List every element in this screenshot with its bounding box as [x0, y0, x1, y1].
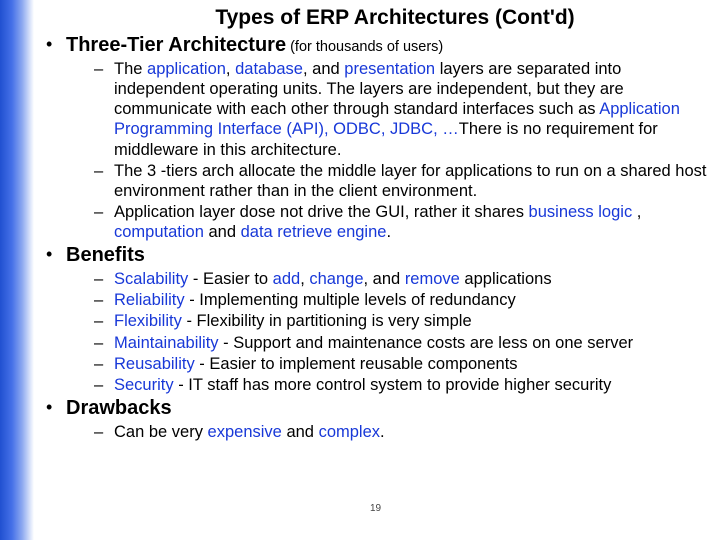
highlight-text: change — [309, 270, 363, 288]
text-run: , and — [364, 270, 405, 288]
text-run: Can be very — [114, 423, 208, 441]
section: Drawbacks Can be very expensive and compl… — [40, 397, 710, 442]
text-run: . — [386, 223, 391, 241]
text-run: The 3 -tiers arch allocate the middle la… — [114, 162, 707, 200]
highlight-text: Maintainability — [114, 334, 219, 352]
text-run: - IT staff has more control system to pr… — [174, 376, 612, 394]
section-list: Three-Tier Architecture (for thousands o… — [40, 34, 710, 442]
bullet-list: Can be very expensive and complex. — [66, 422, 710, 442]
text-run: applications — [460, 270, 552, 288]
list-item: Security - IT staff has more control sys… — [94, 375, 710, 395]
highlight-text: Reliability — [114, 291, 185, 309]
text-run: and — [204, 223, 241, 241]
highlight-text: computation — [114, 223, 204, 241]
list-item: Reusability - Easier to implement reusab… — [94, 354, 710, 374]
section-heading: Benefits — [66, 244, 145, 266]
text-run: , and — [303, 60, 344, 78]
highlight-text: remove — [405, 270, 460, 288]
left-gradient-bar — [0, 0, 34, 540]
highlight-text: presentation — [344, 60, 435, 78]
highlight-text: application — [147, 60, 226, 78]
list-item: Can be very expensive and complex. — [94, 422, 710, 442]
section: Benefits Scalability - Easier to add, cha… — [40, 244, 710, 395]
highlight-text: data retrieve engine — [241, 223, 387, 241]
list-item: Scalability - Easier to add, change, and… — [94, 269, 710, 289]
highlight-text: Security — [114, 376, 174, 394]
list-item: The 3 -tiers arch allocate the middle la… — [94, 161, 710, 201]
list-item: The application, database, and presentat… — [94, 59, 710, 160]
slide-content: Types of ERP Architectures (Cont'd) Thre… — [34, 0, 720, 540]
highlight-text: Flexibility — [114, 312, 182, 330]
text-run: . — [380, 423, 385, 441]
list-item: Maintainability - Support and maintenanc… — [94, 333, 710, 353]
highlight-text: business logic — [529, 203, 633, 221]
highlight-text: database — [235, 60, 303, 78]
page-number: 19 — [370, 503, 381, 514]
highlight-text: Scalability — [114, 270, 188, 288]
text-run: The — [114, 60, 147, 78]
text-run: and — [282, 423, 319, 441]
list-item: Application layer dose not drive the GUI… — [94, 202, 710, 242]
text-run: Application layer dose not drive the GUI… — [114, 203, 529, 221]
list-item: Flexibility - Flexibility in partitionin… — [94, 311, 710, 331]
text-run: , — [300, 270, 309, 288]
bullet-list: The application, database, and presentat… — [66, 59, 710, 242]
bullet-list: Scalability - Easier to add, change, and… — [66, 269, 710, 395]
highlight-text: expensive — [208, 423, 282, 441]
highlight-text: complex — [319, 423, 380, 441]
section: Three-Tier Architecture (for thousands o… — [40, 34, 710, 242]
text-run: - Flexibility in partitioning is very si… — [182, 312, 472, 330]
text-run: , — [226, 60, 235, 78]
section-heading: Drawbacks — [66, 397, 172, 419]
slide-title: Types of ERP Architectures (Cont'd) — [40, 6, 710, 30]
text-run: - Support and maintenance costs are less… — [219, 334, 634, 352]
highlight-text: Reusability — [114, 355, 195, 373]
text-run: - Easier to implement reusable component… — [195, 355, 518, 373]
text-run: - Easier to — [188, 270, 272, 288]
highlight-text: add — [273, 270, 301, 288]
list-item: Reliability - Implementing multiple leve… — [94, 290, 710, 310]
text-run: , — [632, 203, 641, 221]
section-heading: Three-Tier Architecture — [66, 34, 286, 56]
text-run: - Implementing multiple levels of redund… — [185, 291, 516, 309]
section-heading-suffix: (for thousands of users) — [286, 39, 443, 55]
